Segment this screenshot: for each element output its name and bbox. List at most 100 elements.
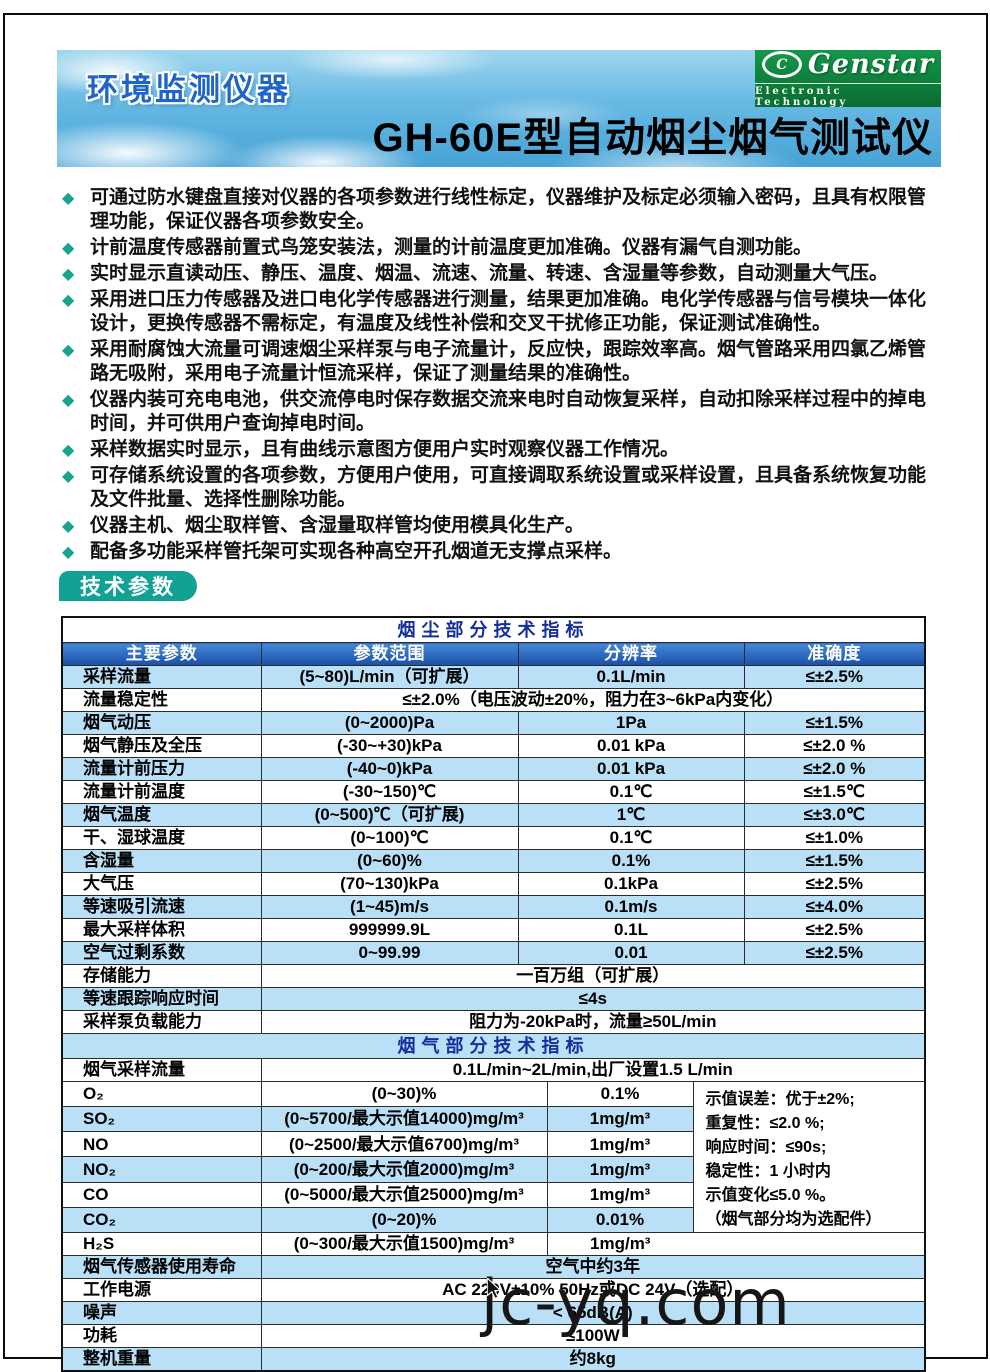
diamond-bullet-icon: ◆ [62, 442, 75, 459]
param-label: 工作电源 [61, 1278, 262, 1302]
param-resolution: 0.1% [517, 849, 745, 873]
param-accuracy: ≤±1.5% [743, 849, 926, 873]
param-value: ≤4s [260, 987, 926, 1011]
table-row: 存储能力 一百万组（可扩展） [61, 964, 926, 988]
diamond-bullet-icon: ◆ [62, 468, 75, 485]
table-row: 功耗 ≤100W [61, 1324, 926, 1348]
empty-cell [693, 1232, 926, 1256]
table-row: CO (0~5000/最大示值25000)mg/m³ 1mg/m³ [61, 1181, 925, 1208]
dust-section-title-row: 烟尘部分技术指标 [61, 616, 926, 643]
feature-item: ◆ 仪器内装可充电电池，供交流停电时保存数据交流来电时自动恢复采样，自动扣除采样过… [62, 388, 940, 436]
col-header-range: 参数范围 [260, 642, 519, 666]
param-range: (0~2000)Pa [260, 711, 519, 735]
param-range: (0~200/最大示值2000)mg/m³ [260, 1156, 548, 1183]
table-row: 等速吸引流速 (1~45)m/s 0.1m/s ≤±4.0% [61, 895, 926, 919]
table-row: 流量稳定性 ≤±2.0%（电压波动±20%，阻力在3~6kPa内变化） [61, 688, 926, 712]
diamond-bullet-icon: ◆ [62, 266, 75, 283]
param-range: (0~60)% [260, 849, 519, 873]
param-resolution: 1mg/m³ [546, 1131, 694, 1158]
feature-text: 采用进口压力传感器及进口电化学传感器进行测量，结果更加准确。电化学传感器与信号模… [90, 289, 927, 334]
param-range: (0~300/最大示值1500)mg/m³ [260, 1232, 548, 1256]
gas-note-line: 示值变化≤5.0 %。 [705, 1187, 836, 1204]
param-accuracy: ≤±2.0 % [743, 734, 926, 758]
param-accuracy: ≤±2.5% [743, 665, 926, 689]
mouse-cursor-icon [487, 1278, 502, 1300]
param-label: 烟气采样流量 [61, 1058, 262, 1082]
table-row: 烟气动压 (0~2000)Pa 1Pa ≤±1.5% [61, 711, 926, 735]
param-label: 烟气动压 [61, 711, 262, 735]
table-row: O₂ (0~30)% 0.1% 示值误差：优于±2%; 重复性：≤2.0 %; … [61, 1080, 926, 1233]
feature-text: 采样数据实时显示，且有曲线示意图方便用户实时观察仪器工作情况。 [90, 439, 680, 460]
param-label: H₂S [61, 1232, 262, 1256]
table-row: 整机重量 约8kg [61, 1347, 926, 1372]
param-range: (70~130)kPa [260, 872, 519, 896]
product-title: GH-60E型自动烟尘烟气测试仪 [372, 116, 933, 160]
param-label: 噪声 [61, 1301, 262, 1325]
gas-note-line: 示值误差：优于±2%; [705, 1091, 855, 1108]
param-accuracy: ≤±4.0% [743, 895, 926, 919]
param-range: (5~80)L/min（可扩展） [260, 665, 519, 689]
table-row: 干、湿球温度 (0~100)℃ 0.1℃ ≤±1.0% [61, 826, 926, 850]
param-resolution: 0.1m/s [517, 895, 745, 919]
gas-note-line: 重复性：≤2.0 %; [705, 1115, 825, 1132]
feature-item: ◆ 配备多功能采样管托架可实现各种高空开孔烟道无支撑点采样。 [62, 540, 940, 564]
param-resolution: 0.1L [517, 918, 745, 942]
gas-section-title-row: 烟气部分技术指标 [61, 1033, 926, 1059]
param-label: 等速跟踪响应时间 [61, 987, 262, 1011]
param-label: 采样流量 [61, 665, 262, 689]
table-row: 等速跟踪响应时间 ≤4s [61, 987, 926, 1011]
param-range: (0~30)% [260, 1080, 548, 1108]
param-range: (0~5000/最大示值25000)mg/m³ [260, 1181, 548, 1208]
param-label: 流量稳定性 [61, 688, 262, 712]
diamond-bullet-icon: ◆ [62, 518, 75, 535]
table-row: 大气压 (70~130)kPa 0.1kPa ≤±2.5% [61, 872, 926, 896]
feature-text: 采用耐腐蚀大流量可调速烟尘采样泵与电子流量计，反应快，跟踪效率高。烟气管路采用四… [90, 339, 927, 384]
table-row: H₂S (0~300/最大示值1500)mg/m³ 1mg/m³ [61, 1232, 926, 1256]
table-row: CO₂ (0~20)% 0.01% [61, 1206, 925, 1234]
gas-note-line: 响应时间：≤90s; [705, 1139, 827, 1156]
param-range: (0~100)℃ [260, 826, 519, 850]
param-resolution: 1mg/m³ [546, 1181, 694, 1208]
param-label: SO₂ [61, 1106, 262, 1133]
brand-row: C Genstar [761, 50, 935, 80]
feature-item: ◆ 采用耐腐蚀大流量可调速烟尘采样泵与电子流量计，反应快，跟踪效率高。烟气管路采用… [62, 338, 940, 386]
param-accuracy: ≤±2.5% [743, 872, 926, 896]
param-value: ≤±2.0%（电压波动±20%，阻力在3~6kPa内变化） [260, 688, 926, 712]
spec-table: 烟尘部分技术指标 主要参数 参数范围 分辨率 准确度 采样流量 (5~80)L/m… [61, 616, 927, 1372]
param-label: 大气压 [61, 872, 262, 896]
gas-note-line: （烟气部分均为选配件） [705, 1211, 882, 1228]
param-label: 空气过剩系数 [61, 941, 262, 965]
feature-text: 可通过防水键盘直接对仪器的各项参数进行线性标定，仪器维护及标定必须输入密码，且具… [90, 187, 927, 232]
diamond-bullet-icon: ◆ [62, 342, 75, 359]
param-resolution: 0.1L/min [517, 665, 745, 689]
param-accuracy: ≤±1.0% [743, 826, 926, 850]
brand-name: Genstar [807, 50, 935, 80]
param-label: 干、湿球温度 [61, 826, 262, 850]
param-value: < 65dB(A) [260, 1301, 926, 1325]
gas-section-title: 烟气部分技术指标 [61, 1033, 926, 1059]
param-label: 烟气静压及全压 [61, 734, 262, 758]
table-row: 含湿量 (0~60)% 0.1% ≤±1.5% [61, 849, 926, 873]
param-resolution: 1mg/m³ [546, 1232, 693, 1256]
param-label: 最大采样体积 [61, 918, 262, 942]
feature-item: ◆ 可通过防水键盘直接对仪器的各项参数进行线性标定，仪器维护及标定必须输入密码，且… [62, 186, 940, 234]
param-label: 整机重量 [61, 1347, 262, 1372]
param-label: 烟气温度 [61, 803, 262, 827]
param-range: 999999.9L [260, 918, 519, 942]
sky-header: 环境监测仪器 C Genstar Electronic Technology G… [57, 50, 941, 167]
brand-subtitle: Electronic Technology [755, 83, 941, 108]
feature-item: ◆ 采样数据实时显示，且有曲线示意图方便用户实时观察仪器工作情况。 [62, 438, 940, 462]
feature-text: 仪器主机、烟尘取样管、含湿量取样管均使用模具化生产。 [90, 515, 585, 536]
param-range: (0~20)% [260, 1206, 548, 1234]
diamond-bullet-icon: ◆ [62, 544, 75, 561]
col-header-resolution: 分辨率 [517, 642, 745, 666]
feature-item: ◆ 采用进口压力传感器及进口电化学传感器进行测量，结果更加准确。电化学传感器与信号… [62, 288, 940, 336]
table-row: NO₂ (0~200/最大示值2000)mg/m³ 1mg/m³ [61, 1156, 925, 1183]
param-label: NO₂ [61, 1156, 262, 1183]
feature-text: 仪器内装可充电电池，供交流停电时保存数据交流来电时自动恢复采样，自动扣除采样过程… [90, 389, 927, 434]
tech-params-badge: 技术参数 [59, 571, 197, 601]
dust-section-title: 烟尘部分技术指标 [61, 616, 926, 643]
table-row: 流量计前温度 (-30~150)℃ 0.1℃ ≤±1.5℃ [61, 780, 926, 804]
feature-item: ◆ 仪器主机、烟尘取样管、含湿量取样管均使用模具化生产。 [62, 514, 940, 538]
param-resolution: 0.01 kPa [517, 757, 745, 781]
